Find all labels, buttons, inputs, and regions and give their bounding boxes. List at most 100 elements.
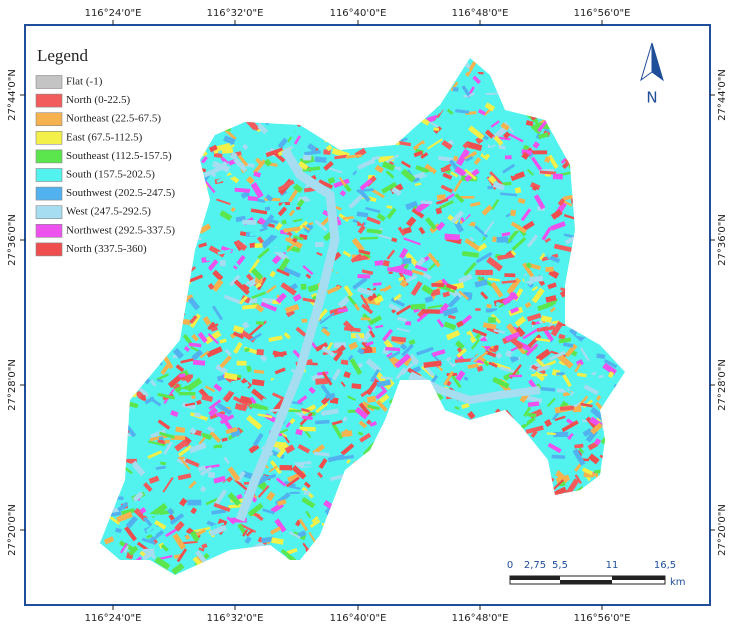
raster-cell	[262, 508, 275, 515]
raster-cell	[249, 396, 257, 405]
raster-cell	[401, 361, 416, 376]
raster-cell	[198, 242, 208, 248]
raster-cell	[188, 442, 207, 454]
raster-cell	[159, 555, 173, 561]
raster-cell	[536, 364, 551, 373]
raster-cell	[240, 190, 250, 199]
raster-cell	[569, 391, 575, 396]
raster-cell	[190, 346, 200, 353]
raster-cell	[560, 157, 567, 164]
raster-cell	[562, 342, 574, 348]
raster-cell	[314, 219, 328, 232]
raster-cell	[249, 242, 256, 249]
raster-cell	[316, 251, 323, 257]
raster-cell	[213, 475, 226, 484]
raster-cell	[343, 428, 352, 438]
raster-cell	[580, 402, 593, 408]
raster-cell	[200, 156, 208, 164]
raster-cell	[369, 421, 378, 427]
raster-cell	[535, 348, 551, 362]
raster-cell	[350, 253, 363, 263]
raster-cell	[191, 333, 199, 342]
raster-cell	[398, 276, 405, 282]
raster-cell	[391, 336, 407, 343]
raster-cell	[205, 497, 218, 506]
raster-cell	[174, 520, 185, 532]
scale-segment	[612, 576, 665, 580]
raster-cell	[581, 467, 594, 476]
raster-cell	[346, 459, 351, 464]
raster-cell	[359, 236, 378, 240]
raster-cell	[307, 143, 317, 153]
raster-cell	[283, 332, 291, 340]
raster-cell	[388, 271, 393, 275]
raster-cell	[286, 245, 301, 253]
raster-cell	[596, 395, 602, 401]
raster-cell	[116, 511, 133, 523]
raster-cell	[216, 198, 233, 206]
raster-cell	[183, 345, 191, 352]
raster-cell	[141, 537, 156, 545]
raster-cell	[360, 294, 370, 309]
latitude-label: 27°28'0"N	[717, 359, 728, 411]
raster-cell	[286, 548, 298, 555]
raster-cell	[531, 287, 545, 304]
raster-cell	[308, 222, 314, 226]
raster-cell	[430, 121, 440, 128]
raster-cell	[584, 359, 591, 367]
legend-label: North (0-22.5)	[66, 94, 130, 106]
raster-cell	[554, 415, 566, 422]
raster-cell	[150, 429, 166, 439]
raster-cell	[257, 247, 270, 259]
raster-cell	[500, 122, 510, 131]
raster-cell	[582, 419, 588, 423]
raster-cell	[473, 157, 482, 165]
raster-cell	[233, 157, 248, 173]
raster-cell	[219, 260, 226, 267]
raster-cell	[400, 160, 411, 169]
raster-cell	[477, 71, 484, 75]
raster-cell	[553, 243, 573, 253]
raster-cell	[308, 386, 316, 394]
raster-cell	[367, 325, 373, 331]
raster-cell	[265, 284, 277, 294]
raster-cell	[211, 305, 224, 321]
raster-cell	[390, 297, 406, 308]
raster-cell	[215, 363, 229, 375]
raster-cell	[209, 524, 228, 537]
legend-swatch	[35, 93, 63, 108]
raster-cell	[187, 499, 202, 506]
raster-cell	[515, 326, 526, 338]
raster-cell	[394, 266, 414, 277]
raster-cell	[510, 171, 526, 182]
raster-cell	[550, 221, 566, 231]
raster-cell	[502, 163, 516, 174]
raster-cell	[397, 316, 408, 323]
raster-cell	[275, 477, 287, 487]
raster-cell	[492, 181, 506, 191]
raster-cell	[476, 242, 488, 252]
raster-cell	[525, 262, 532, 269]
raster-cell	[198, 547, 205, 552]
raster-cell	[376, 213, 386, 222]
legend-label: East (67.5-112.5)	[66, 131, 143, 143]
raster-cell	[205, 253, 217, 262]
raster-cell	[559, 405, 575, 411]
raster-cell	[558, 323, 567, 327]
raster-cell	[287, 128, 297, 138]
raster-cell	[405, 274, 418, 283]
raster-cell	[314, 156, 327, 163]
raster-cell	[408, 353, 420, 366]
legend-swatch	[35, 149, 63, 164]
raster-cell	[464, 238, 480, 251]
raster-cell	[470, 338, 481, 350]
raster-cell	[386, 207, 397, 220]
raster-cell	[505, 213, 511, 218]
raster-cell	[526, 234, 539, 248]
raster-cell	[164, 439, 170, 444]
raster-cell	[159, 431, 175, 439]
raster-cell	[296, 206, 301, 210]
raster-cell	[486, 256, 503, 272]
raster-cell	[272, 350, 285, 358]
raster-cell	[374, 260, 384, 266]
